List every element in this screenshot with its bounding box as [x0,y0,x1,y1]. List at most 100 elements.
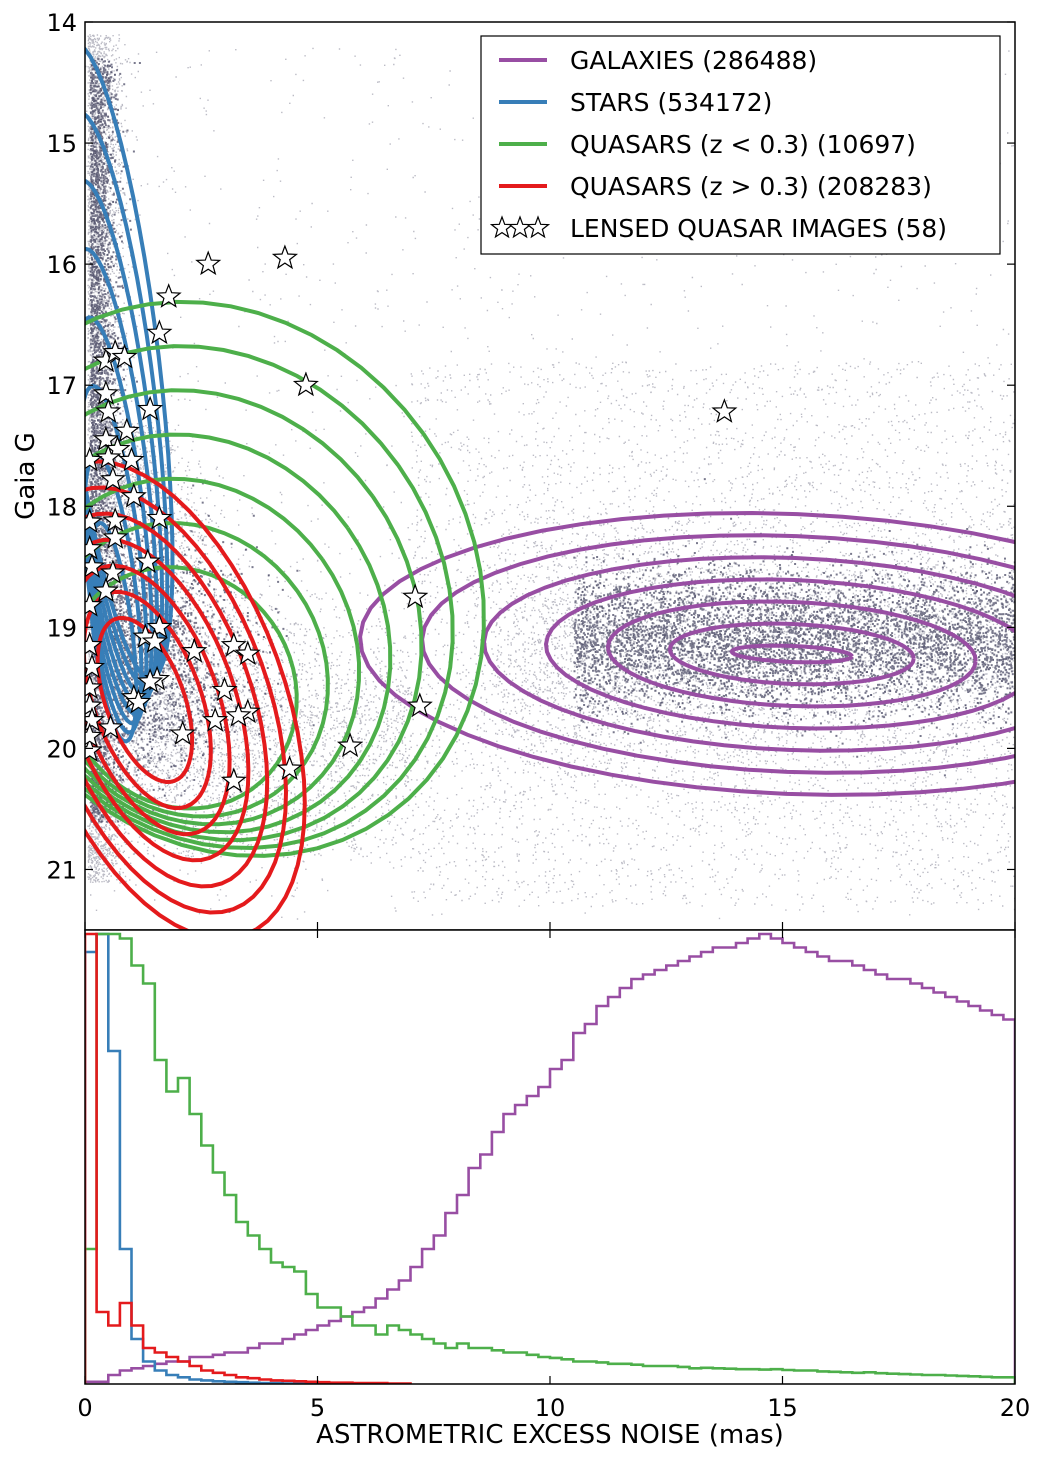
legend: GALAXIES (286488) STARS (534172) QUASARS… [480,35,1001,255]
star-contour [85,179,165,699]
galaxy-contour [543,577,1015,731]
legend-label-quasars-low-z: QUASARS (z < 0.3) (10697) [570,130,916,159]
y-tick-label: 20 [46,735,77,763]
legend-star-markers [489,215,551,239]
y-tick-label: 14 [46,9,77,37]
star-contour [85,46,175,681]
lensed-quasar-star [85,508,103,534]
legend-label-stars: STARS (534172) [570,88,772,117]
lensed-quasar-star [202,706,229,732]
quasar-high-z-contour [85,459,307,930]
y-tick-label: 17 [46,372,77,400]
lensed-quasar-star [111,343,138,369]
quasar-high-z-contour [85,511,270,889]
lensed-quasar-star [220,767,247,793]
quasar-high-z-contour [85,537,251,863]
lensed-quasar-star [137,668,164,693]
lensed-quasar-star [92,577,119,603]
quasar-high-z-contour [95,616,195,785]
legend-label-quasars-high-z: QUASARS (z > 0.3) (208283) [570,172,932,201]
lensed-quasar-stars [85,244,738,793]
quasar-low-z-contour [85,299,486,858]
y-tick-label: 15 [46,130,77,158]
histogram-stars [85,932,319,1384]
x-tick-label: 20 [1000,1394,1031,1422]
lensed-quasar-star [155,283,182,308]
top-panel: 14 15 16 17 18 19 20 21 Gaia G GALAXIES (286488… [11,9,1016,931]
histogram-qso_high [85,932,412,1384]
galaxy-contour [667,621,916,687]
lensed-quasar-star [99,465,126,491]
scatter-cloud [85,34,1015,920]
legend-label-lensed: LENSED QUASAR IMAGES (58) [570,214,947,243]
lensed-quasar-star [402,583,429,609]
y-tick-label: 16 [46,251,77,279]
lensed-quasar-star [85,631,103,657]
galaxy-contour [729,643,854,665]
lensed-quasar-star [125,688,152,714]
lensed-quasar-star [85,591,103,617]
lensed-quasar-star [271,244,299,270]
lensed-quasar-star [211,676,238,702]
lensed-quasar-star [146,319,173,345]
y-tick-label: 18 [46,493,77,521]
lensed-quasar-star [134,548,161,574]
lensed-quasar-star [146,504,173,530]
y-axis-label: Gaia G [11,432,41,520]
bottom-frame [84,929,1016,1385]
x-tick-label: 15 [767,1394,798,1422]
lensed-quasar-star [336,732,364,758]
bottom-plot-area [85,930,1015,1384]
lensed-quasar-star [137,395,164,421]
lensed-quasar-star [99,559,126,584]
lensed-quasar-star [220,631,247,657]
star-contour [85,112,170,690]
scatter-points [85,34,1015,920]
lensed-quasar-star [234,640,261,666]
galaxy-contour [605,599,978,709]
legend-label-galaxies: GALAXIES (286488) [570,46,817,75]
lensed-quasar-star [181,637,208,663]
lensed-quasar-star [225,701,252,727]
lensed-quasar-star [102,523,129,549]
legend-box [480,35,1001,255]
quasar-low-z-contour [85,476,362,827]
y-tick-label: 19 [46,614,77,642]
lensed-quasar-star [169,720,196,746]
lensed-quasar-star [85,692,103,718]
lensed-quasar-star [92,425,119,451]
star-contour [85,246,159,708]
legend-star-marker [525,215,551,239]
lensed-quasar-star [85,534,103,560]
lensed-quasar-star [276,755,303,781]
lensed-quasar-star [113,417,140,443]
x-tick-label: 5 [310,1394,325,1422]
quasar-low-z-contour [85,432,393,835]
lensed-quasar-star [85,722,103,748]
x-tick-label: 0 [77,1394,92,1422]
x-axis-label: ASTROMETRIC EXCESS NOISE (mas) [316,1420,784,1450]
quasar-high-z-contour [85,563,232,837]
lensed-quasar-star [95,444,122,469]
lensed-quasar-star [292,371,319,397]
lensed-quasar-star [85,553,106,578]
histogram-galaxies [85,932,1015,1384]
lensed-quasar-star [97,714,124,739]
quasar-low-z-contour [85,344,455,851]
lensed-quasar-star [146,613,173,639]
top-axes: 14 15 16 17 18 19 20 21 [46,9,1015,884]
lensed-quasar-star [120,482,147,508]
lensed-quasar-star [406,692,433,718]
lensed-quasar-star [92,379,119,405]
histogram-layer [85,932,1015,1384]
quasar-low-z-contour [85,388,424,843]
lensed-quasar-star [85,653,106,679]
galaxy-contour [358,510,1015,797]
lensed-quasar-star [141,628,168,654]
quasar-high-z-contour [85,485,289,915]
lensed-quasar-star [711,398,738,423]
lensed-quasar-star [85,737,103,762]
lensed-quasar-star [195,250,222,276]
lensed-quasar-star [85,446,103,472]
